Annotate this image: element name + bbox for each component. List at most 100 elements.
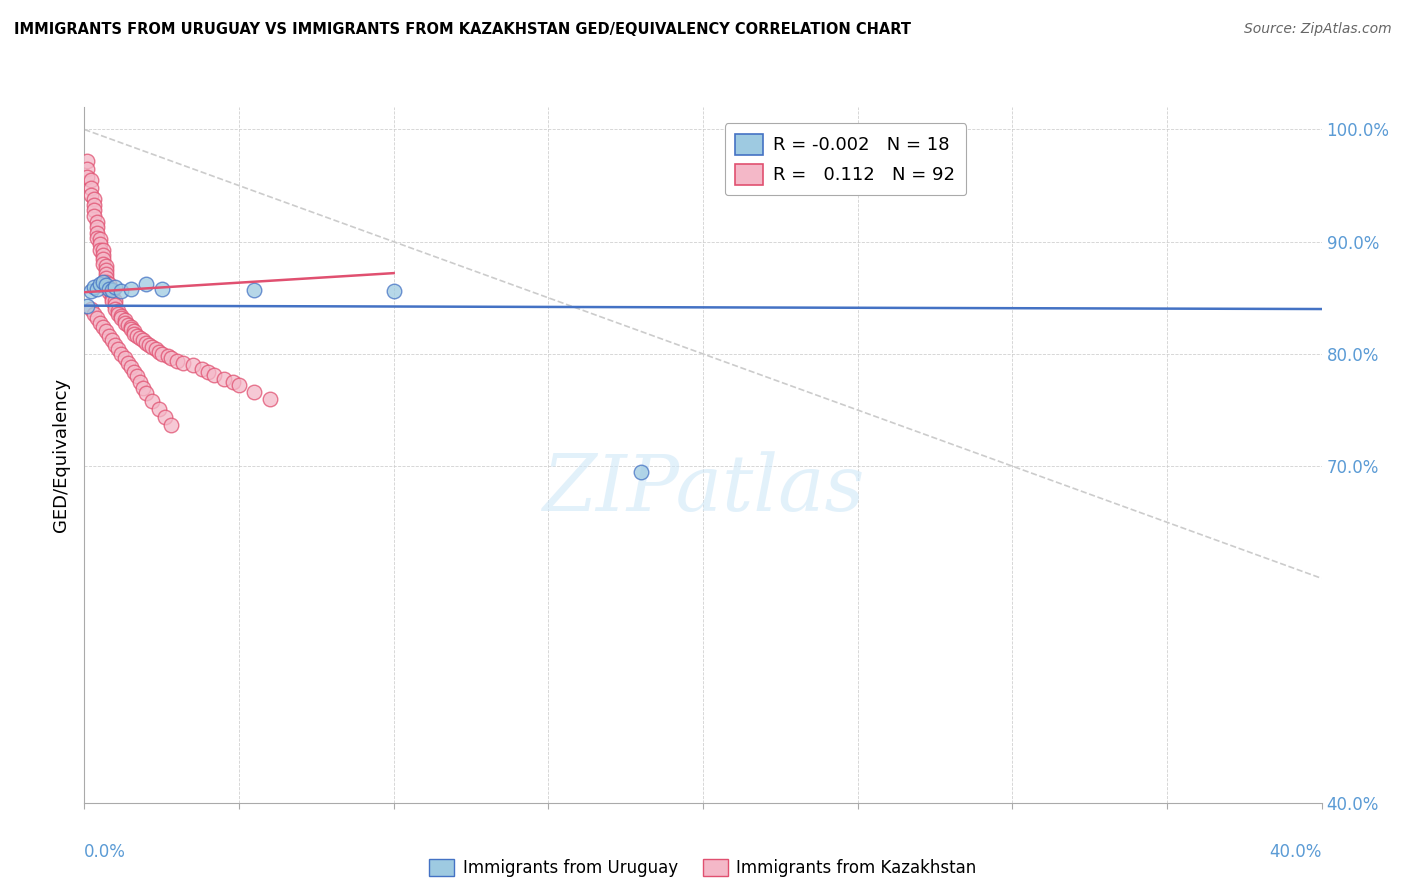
Point bbox=[110, 309, 132, 323]
Point bbox=[153, 409, 176, 424]
Point bbox=[150, 282, 173, 296]
Point bbox=[91, 275, 114, 289]
Point bbox=[104, 279, 127, 293]
Point bbox=[120, 282, 142, 296]
Point bbox=[101, 334, 124, 348]
Point bbox=[243, 385, 266, 400]
Point bbox=[148, 344, 170, 359]
Point bbox=[89, 316, 111, 330]
Point bbox=[382, 284, 405, 298]
Point bbox=[79, 173, 101, 187]
Point bbox=[91, 252, 114, 266]
Point bbox=[141, 340, 163, 354]
Point bbox=[202, 368, 225, 383]
Point bbox=[76, 153, 98, 168]
Point bbox=[114, 316, 136, 330]
Point bbox=[243, 283, 266, 297]
Point bbox=[101, 287, 124, 301]
Point bbox=[104, 294, 127, 309]
Point bbox=[94, 267, 117, 281]
Text: 0.0%: 0.0% bbox=[84, 843, 127, 861]
Point bbox=[222, 375, 245, 389]
Point bbox=[120, 360, 142, 375]
Point bbox=[107, 343, 129, 357]
Point bbox=[145, 343, 167, 357]
Text: ZIPatlas: ZIPatlas bbox=[541, 451, 865, 528]
Point bbox=[76, 169, 98, 184]
Point bbox=[135, 386, 157, 401]
Point bbox=[94, 325, 117, 339]
Text: IMMIGRANTS FROM URUGUAY VS IMMIGRANTS FROM KAZAKHSTAN GED/EQUIVALENCY CORRELATIO: IMMIGRANTS FROM URUGUAY VS IMMIGRANTS FR… bbox=[14, 22, 911, 37]
Y-axis label: GED/Equivalency: GED/Equivalency bbox=[52, 378, 70, 532]
Point bbox=[91, 248, 114, 262]
Text: Source: ZipAtlas.com: Source: ZipAtlas.com bbox=[1244, 22, 1392, 37]
Legend: Immigrants from Uruguay, Immigrants from Kazakhstan: Immigrants from Uruguay, Immigrants from… bbox=[423, 852, 983, 884]
Point bbox=[91, 320, 114, 334]
Point bbox=[104, 338, 127, 352]
Point bbox=[160, 417, 183, 432]
Point bbox=[135, 277, 157, 292]
Point bbox=[181, 358, 204, 372]
Point bbox=[83, 279, 105, 293]
Point bbox=[91, 257, 114, 271]
Point bbox=[79, 284, 101, 298]
Point bbox=[107, 306, 129, 320]
Point bbox=[132, 381, 155, 395]
Point bbox=[135, 335, 157, 350]
Point bbox=[228, 378, 250, 392]
Point bbox=[83, 197, 105, 211]
Point bbox=[129, 375, 152, 389]
Point bbox=[120, 322, 142, 336]
Point bbox=[110, 284, 132, 298]
Point bbox=[104, 301, 127, 316]
Point bbox=[110, 311, 132, 326]
Point bbox=[98, 329, 121, 343]
Point bbox=[122, 326, 145, 341]
Point bbox=[197, 365, 219, 379]
Point bbox=[94, 270, 117, 285]
Point bbox=[98, 277, 121, 292]
Point bbox=[98, 282, 121, 296]
Point bbox=[122, 325, 145, 339]
Point bbox=[259, 392, 281, 406]
Point bbox=[120, 320, 142, 334]
Point bbox=[86, 220, 108, 235]
Point bbox=[138, 338, 160, 352]
Point bbox=[76, 299, 98, 313]
Point bbox=[86, 214, 108, 228]
Point bbox=[86, 231, 108, 245]
Point bbox=[89, 243, 111, 257]
Point bbox=[79, 181, 101, 195]
Point bbox=[101, 291, 124, 305]
Point bbox=[114, 313, 136, 327]
Point bbox=[191, 361, 214, 376]
Point bbox=[172, 356, 194, 370]
Point bbox=[83, 306, 105, 320]
Point bbox=[117, 318, 139, 332]
Point bbox=[141, 394, 163, 409]
Point bbox=[94, 262, 117, 277]
Legend: R = -0.002   N = 18, R =   0.112   N = 92: R = -0.002 N = 18, R = 0.112 N = 92 bbox=[724, 123, 966, 195]
Point bbox=[83, 192, 105, 206]
Point bbox=[94, 260, 117, 274]
Point bbox=[94, 278, 117, 293]
Point bbox=[98, 281, 121, 295]
Point bbox=[86, 226, 108, 240]
Point bbox=[148, 401, 170, 416]
Point bbox=[166, 353, 188, 368]
Point bbox=[110, 347, 132, 361]
Point bbox=[150, 347, 173, 361]
Point bbox=[83, 209, 105, 223]
Point bbox=[76, 161, 98, 176]
Point bbox=[89, 236, 111, 251]
Point bbox=[630, 465, 652, 479]
Point bbox=[104, 297, 127, 311]
Point bbox=[132, 334, 155, 348]
Point bbox=[98, 285, 121, 300]
Point bbox=[129, 331, 152, 345]
Point bbox=[79, 187, 101, 202]
Point bbox=[125, 329, 148, 343]
Point bbox=[101, 294, 124, 309]
Point bbox=[94, 275, 117, 289]
Point bbox=[91, 243, 114, 257]
